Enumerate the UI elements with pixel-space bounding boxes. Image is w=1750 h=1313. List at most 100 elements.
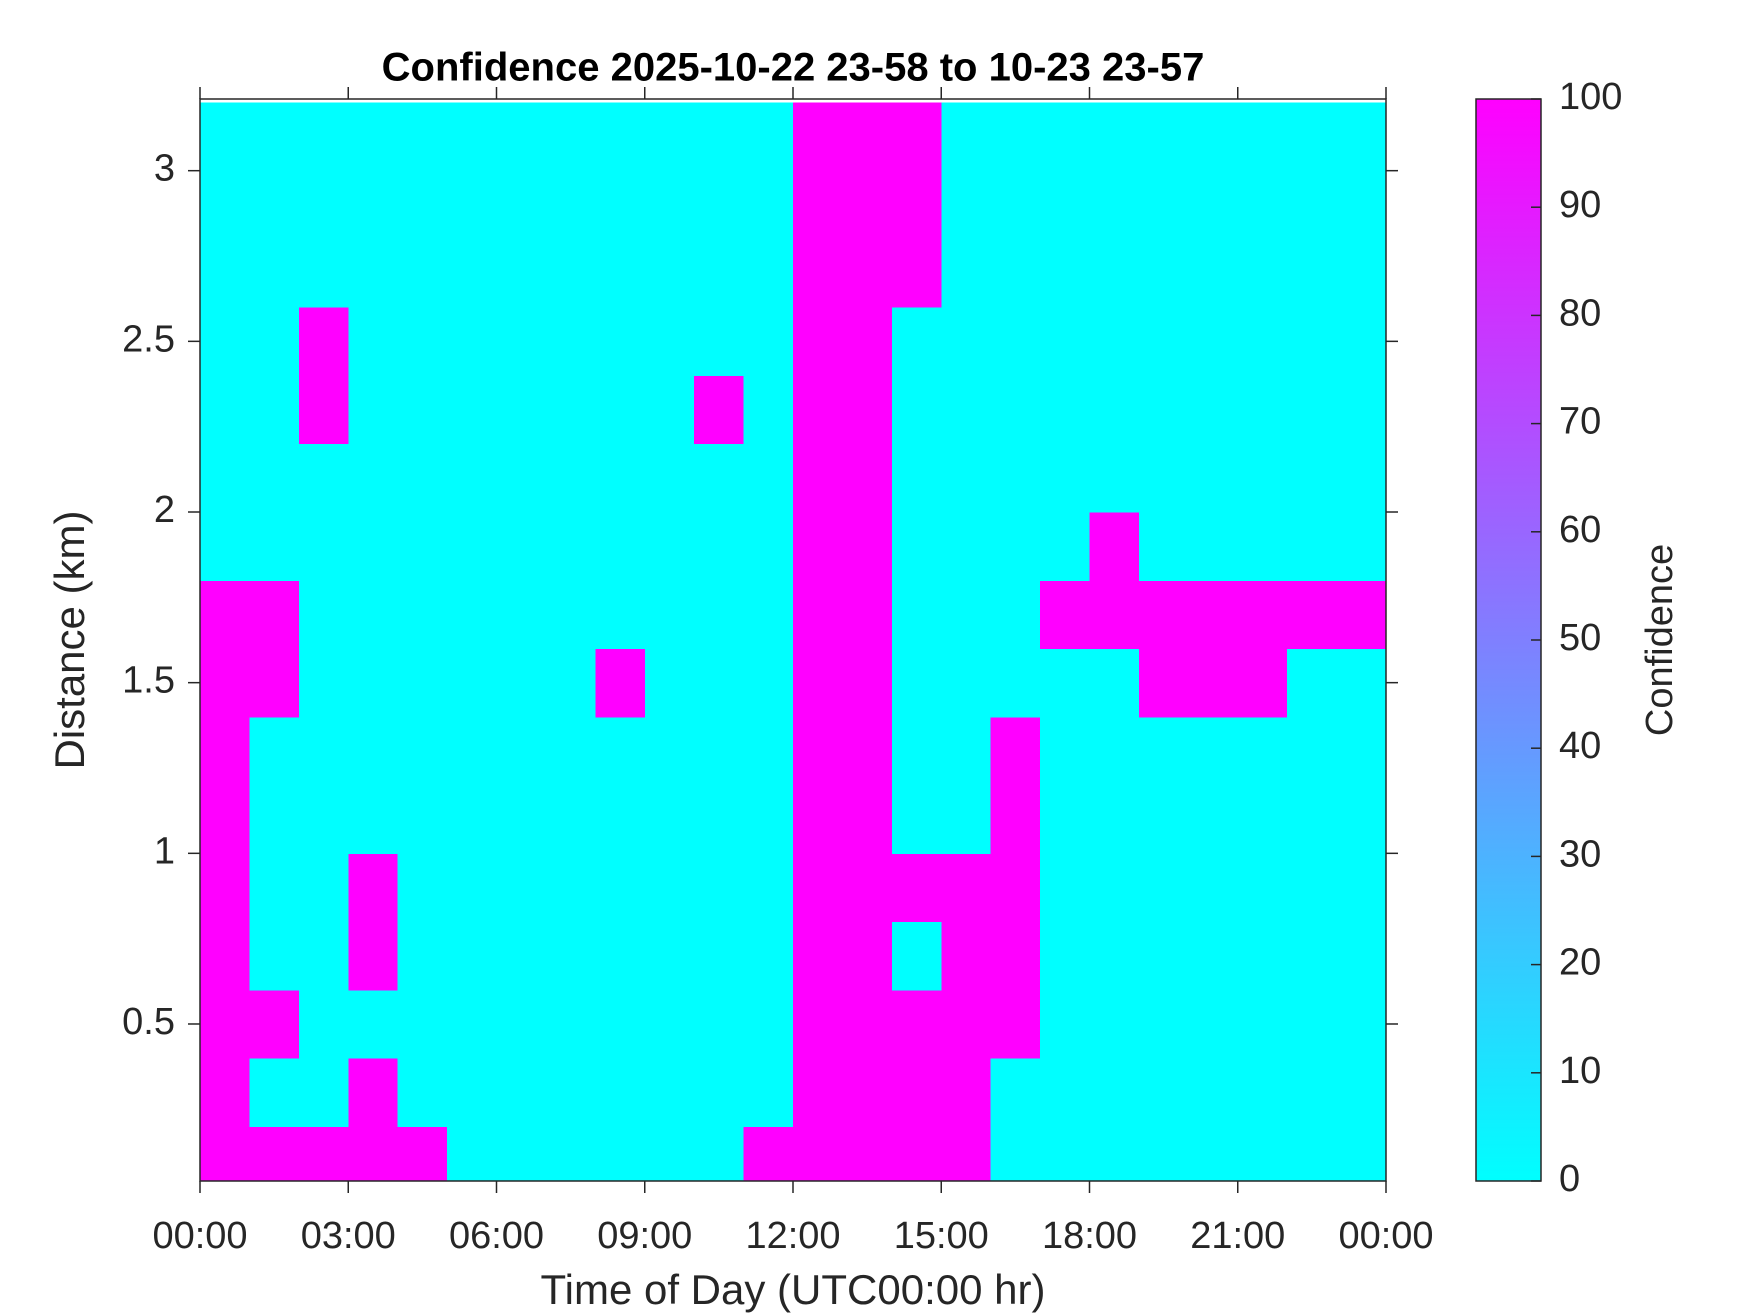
heatmap-cell xyxy=(990,580,1041,650)
heatmap-cell xyxy=(1287,1126,1338,1181)
heatmap-cell xyxy=(941,989,992,1059)
heatmap-cell xyxy=(447,1058,497,1127)
heatmap-cell xyxy=(496,375,547,445)
heatmap-cell xyxy=(200,785,250,854)
heatmap-cell xyxy=(694,1126,745,1181)
heatmap-cell xyxy=(1287,102,1338,172)
colorbar-tick-label: 40 xyxy=(1559,725,1601,767)
heatmap-cell xyxy=(1237,512,1288,581)
colorbar-tick-label: 90 xyxy=(1559,184,1601,226)
heatmap-cell xyxy=(348,443,399,513)
heatmap-cell xyxy=(1336,580,1386,650)
heatmap-cell xyxy=(1287,580,1338,650)
heatmap-cell xyxy=(941,1058,992,1127)
heatmap-cell xyxy=(990,648,1041,718)
heatmap-cell xyxy=(200,921,250,991)
heatmap-cell xyxy=(1138,648,1189,718)
heatmap-cell xyxy=(644,648,695,718)
heatmap-cell xyxy=(990,853,1041,923)
heatmap-cell xyxy=(793,785,843,854)
heatmap-cell xyxy=(200,989,250,1059)
heatmap-cell xyxy=(990,170,1041,240)
heatmap-cell xyxy=(1089,1126,1140,1181)
heatmap-cell xyxy=(348,989,399,1059)
heatmap-cell xyxy=(1040,102,1090,172)
heatmap-cell xyxy=(496,580,547,650)
heatmap-cell xyxy=(990,512,1041,581)
heatmap-cell xyxy=(1287,785,1338,854)
heatmap-cell xyxy=(298,716,349,786)
heatmap-cell xyxy=(249,921,300,991)
heatmap-cell xyxy=(1336,921,1386,991)
heatmap-cell xyxy=(1040,921,1090,991)
heatmap-cell xyxy=(348,648,399,718)
heatmap-cell xyxy=(545,989,596,1059)
heatmap-cell xyxy=(200,375,250,445)
heatmap-cell xyxy=(249,170,300,240)
heatmap-cell xyxy=(249,989,300,1059)
heatmap-cell xyxy=(200,102,250,172)
heatmap-cell xyxy=(941,853,992,923)
colorbar-tick-label: 10 xyxy=(1559,1050,1601,1092)
heatmap-cell xyxy=(644,307,695,376)
heatmap-cell xyxy=(842,580,893,650)
heatmap-cell xyxy=(842,1126,893,1181)
heatmap-cell xyxy=(200,307,250,376)
heatmap-cell xyxy=(545,375,596,445)
heatmap-cell xyxy=(545,512,596,581)
heatmap-cell xyxy=(644,989,695,1059)
heatmap-cell xyxy=(743,443,794,513)
x-tick-label: 18:00 xyxy=(1042,1215,1137,1257)
heatmap-cell xyxy=(1237,238,1288,308)
heatmap-cell xyxy=(545,853,596,923)
heatmap-cell xyxy=(595,102,646,172)
heatmap-cell xyxy=(941,512,992,581)
heatmap-cell xyxy=(990,1126,1041,1181)
heatmap-cell xyxy=(1237,307,1288,376)
heatmap-cell xyxy=(1089,785,1140,854)
heatmap-cell xyxy=(298,307,349,376)
heatmap-cell xyxy=(397,580,448,650)
heatmap-cell xyxy=(348,1058,399,1127)
heatmap-cell xyxy=(496,648,547,718)
heatmap-cell xyxy=(249,375,300,445)
heatmap-cell xyxy=(1287,307,1338,376)
heatmap-cell xyxy=(793,989,843,1059)
x-tick-label: 12:00 xyxy=(745,1215,840,1257)
heatmap-cell xyxy=(1336,512,1386,581)
heatmap-cell xyxy=(1089,921,1140,991)
heatmap-cell xyxy=(793,1058,843,1127)
heatmap-cell xyxy=(891,102,942,172)
heatmap-cell xyxy=(743,238,794,308)
heatmap-cell xyxy=(447,102,497,172)
heatmap-cell xyxy=(941,238,992,308)
heatmap-cell xyxy=(941,375,992,445)
heatmap-cell xyxy=(298,102,349,172)
heatmap-cell xyxy=(200,1058,250,1127)
heatmap-cell xyxy=(545,716,596,786)
heatmap-cell xyxy=(545,307,596,376)
heatmap-cell xyxy=(990,307,1041,376)
heatmap-cell xyxy=(1237,921,1288,991)
heatmap-cell xyxy=(397,238,448,308)
heatmap-cell xyxy=(200,512,250,581)
heatmap-cell xyxy=(249,102,300,172)
heatmap-cell xyxy=(1287,238,1338,308)
heatmap-cell xyxy=(496,238,547,308)
heatmap-cell xyxy=(891,512,942,581)
heatmap-cell xyxy=(545,580,596,650)
heatmap-cell xyxy=(990,443,1041,513)
heatmap-cell xyxy=(793,648,843,718)
heatmap-cell xyxy=(397,443,448,513)
heatmap-cell xyxy=(595,989,646,1059)
heatmap-cell xyxy=(644,238,695,308)
heatmap-cell xyxy=(743,716,794,786)
heatmap-cell xyxy=(298,1126,349,1181)
heatmap-cell xyxy=(496,170,547,240)
heatmap-cell xyxy=(348,785,399,854)
heatmap-cell xyxy=(990,102,1041,172)
heatmap-cell xyxy=(595,785,646,854)
heatmap-cell xyxy=(1089,307,1140,376)
heatmap-cell xyxy=(644,170,695,240)
heatmap-cell xyxy=(1287,853,1338,923)
